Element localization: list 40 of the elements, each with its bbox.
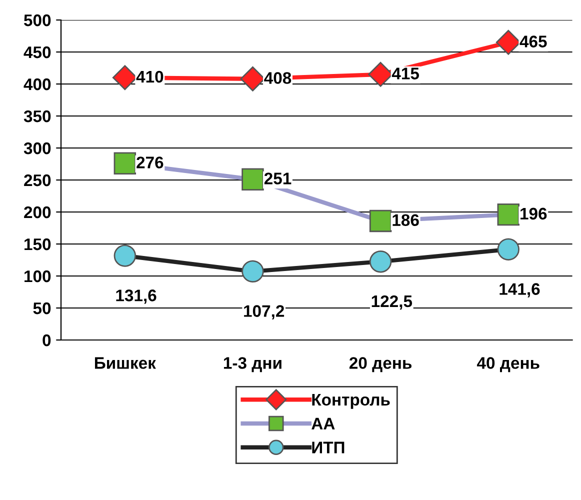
data-label: 122,5 (372, 295, 412, 310)
legend-label: ИТП (312, 442, 344, 454)
point (242, 168, 264, 190)
y-tick-label: 400 (24, 78, 51, 90)
data-label: 131,6 (116, 290, 156, 304)
legend-label: АА (312, 418, 335, 430)
x-tick-label: 1-3 дни (224, 357, 282, 372)
x-tick-label: 20 день (349, 357, 412, 372)
point (114, 152, 136, 174)
point (369, 210, 392, 232)
point (497, 203, 520, 226)
y-tick-label: 100 (24, 270, 51, 282)
data-label: 410 (136, 70, 164, 83)
y-tick-label: 300 (24, 142, 51, 154)
y-tick-label: 50 (33, 302, 51, 314)
data-label: 465 (520, 36, 547, 48)
point (112, 65, 138, 90)
point (496, 30, 521, 55)
data-label: 141,6 (500, 283, 540, 298)
point (497, 238, 520, 260)
x-tick-label: Бишкек (94, 357, 156, 369)
y-tick-label: 250 (24, 174, 51, 186)
y-tick-label: 0 (42, 334, 51, 346)
data-label: 276 (136, 156, 164, 168)
y-tick-label: 150 (24, 238, 51, 250)
x-tick-label: 40 день (476, 357, 540, 372)
point (114, 244, 136, 267)
data-label: 415 (392, 68, 420, 80)
y-tick-label: 200 (24, 206, 51, 218)
y-tick-label: 350 (24, 110, 51, 122)
point (242, 260, 264, 283)
point (369, 250, 392, 273)
y-tick-label: 500 (24, 14, 51, 26)
data-label: 107,2 (244, 305, 284, 320)
data-label: 408 (264, 72, 292, 84)
legend-label: Контроль (312, 394, 390, 409)
data-label: 186 (392, 214, 419, 226)
data-label: 196 (520, 208, 547, 220)
data-label: 251 (264, 172, 292, 184)
y-tick-label: 450 (24, 46, 51, 58)
